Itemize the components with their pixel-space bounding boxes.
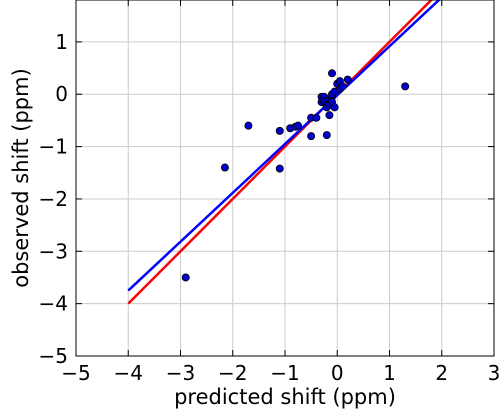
data-point <box>325 111 334 120</box>
y-tick-label: −2 <box>39 187 68 211</box>
fit-line <box>127 0 441 292</box>
x-tick-label: −2 <box>218 361 247 385</box>
data-point <box>322 131 331 140</box>
axis-ticks <box>75 0 495 357</box>
data-point <box>275 126 284 135</box>
identity-line <box>127 0 434 305</box>
y-tick-label: −1 <box>39 135 68 159</box>
data-points <box>181 69 410 282</box>
data-point <box>294 121 303 130</box>
regression-lines <box>127 0 441 305</box>
y-tick-label: −3 <box>39 239 68 263</box>
y-tick-label: 1 <box>55 30 68 54</box>
data-point <box>275 164 284 173</box>
y-tick-labels: −5 −4 −3 −2 −1 0 1 <box>39 30 68 368</box>
grid <box>75 0 495 357</box>
data-point <box>181 273 190 282</box>
data-point <box>328 69 337 78</box>
x-tick-label: −4 <box>114 361 143 385</box>
data-point <box>307 132 316 141</box>
y-tick-label: −4 <box>39 292 68 316</box>
x-axis-label: predicted shift (ppm) <box>174 385 396 409</box>
x-tick-label: −1 <box>270 361 299 385</box>
y-tick-label: 0 <box>55 82 68 106</box>
x-tick-label: 0 <box>331 361 344 385</box>
data-point <box>220 163 229 172</box>
data-point <box>338 82 347 91</box>
y-axis-label: observed shift (ppm) <box>9 68 33 288</box>
data-point <box>401 82 410 91</box>
x-tick-label: 3 <box>488 361 501 385</box>
x-tick-label: −3 <box>166 361 195 385</box>
y-tick-label: −5 <box>39 344 68 368</box>
x-tick-labels: −5 −4 −3 −2 −1 0 1 2 3 <box>61 361 500 385</box>
data-point <box>343 75 352 84</box>
data-point <box>244 121 253 130</box>
x-tick-label: −5 <box>61 361 90 385</box>
data-point <box>330 103 339 112</box>
x-tick-label: 2 <box>435 361 448 385</box>
data-point <box>312 113 321 122</box>
x-tick-label: 1 <box>383 361 396 385</box>
